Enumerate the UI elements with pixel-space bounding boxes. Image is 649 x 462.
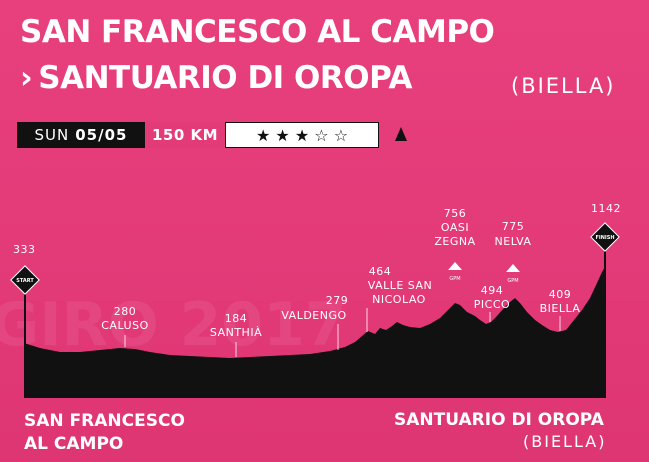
picco-altitude: 494	[481, 284, 504, 297]
valle-san-nicolao-name-1: VALLE SAN	[368, 279, 433, 292]
biella-name: BIELLA	[540, 302, 581, 315]
watermark: GIRO 2017	[0, 290, 347, 360]
stage-title-place: (BIELLA)	[511, 74, 616, 98]
start-location: SAN FRANCESCO AL CAMPO	[24, 410, 185, 456]
nelva-name: NELVA	[495, 235, 532, 248]
nelva-altitude: 775	[502, 220, 525, 233]
gpm-label-oasi-zegna: GPM	[449, 276, 460, 282]
distance-box: 150 KM	[145, 122, 225, 148]
finish-location-place: (BIELLA)	[523, 432, 607, 451]
date-label: 05/05	[75, 126, 128, 144]
picco-name: PICCO	[474, 298, 510, 311]
oasi-zegna-name-2: ZEGNA	[434, 235, 475, 248]
arrow-icon: ›	[20, 60, 33, 96]
finish-altitude: 1142	[591, 202, 621, 215]
finish-marker-label: FINISH	[595, 235, 614, 241]
stage-title-finish: › SANTUARIO DI OROPA	[20, 60, 412, 96]
start-altitude: 333	[13, 243, 36, 256]
watermark-text: GIRO 2017	[0, 290, 347, 360]
gpm-label-nelva: GPM	[507, 278, 518, 284]
date-box: SUN 05/05	[17, 122, 145, 148]
valle-san-nicolao-altitude: 464	[369, 265, 392, 278]
oasi-zegna-altitude: 756	[444, 207, 467, 220]
start-location-line1: SAN FRANCESCO	[24, 411, 185, 431]
waypoint-ticks	[124, 308, 561, 357]
difficulty-stars: ★ ★ ★ ☆ ☆	[225, 122, 379, 148]
stage-title-finish-text: SANTUARIO DI OROPA	[38, 60, 412, 96]
valdengo-altitude: 279	[326, 294, 349, 307]
finish-marker: FINISH	[590, 222, 620, 252]
santhia-name: SANTHIÀ	[210, 326, 262, 339]
start-marker: START	[10, 265, 40, 295]
biella-altitude: 409	[549, 288, 572, 301]
gpm-badge-nelva: GPM	[506, 264, 520, 284]
mountain-icon	[395, 127, 407, 141]
stage-title-start: SAN FRANCESCO AL CAMPO	[20, 14, 495, 50]
oasi-zegna-name-1: OASI	[441, 221, 469, 234]
valle-san-nicolao-name-2: NICOLAO	[372, 293, 426, 306]
valdengo-name: VALDENGO	[281, 309, 346, 322]
caluso-name: CALUSO	[101, 319, 148, 332]
elevation-silhouette	[24, 265, 606, 398]
caluso-altitude: 280	[114, 305, 137, 318]
day-label: SUN	[34, 126, 70, 144]
finish-location: SANTUARIO DI OROPA	[394, 410, 604, 430]
stage-info-strip: SUN 05/05 150 KM ★ ★ ★ ☆ ☆	[17, 122, 379, 148]
gpm-badge-oasi-zegna: GPM	[448, 262, 462, 282]
start-marker-label: START	[16, 278, 34, 284]
start-location-line2: AL CAMPO	[24, 434, 124, 454]
santhia-altitude: 184	[225, 312, 248, 325]
